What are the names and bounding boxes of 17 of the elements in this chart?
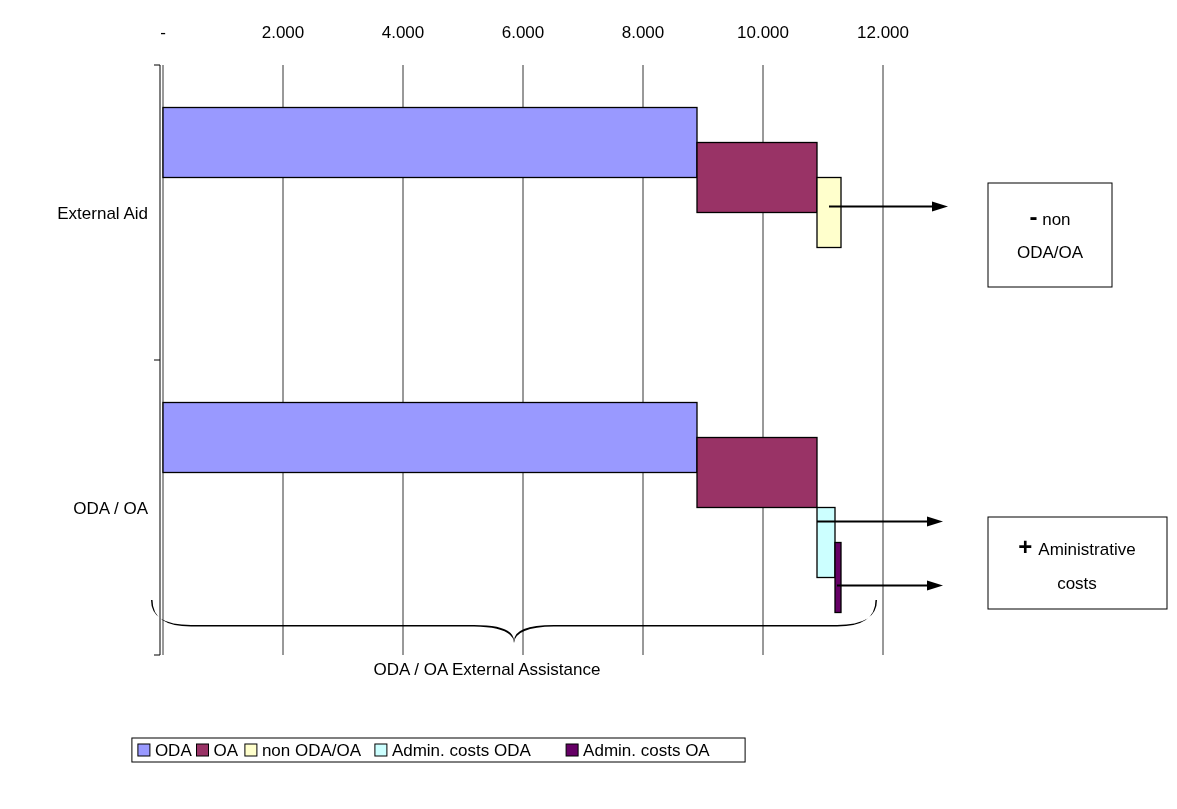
x-tick-label: 8.000 <box>621 23 665 42</box>
x-tick-label: - <box>160 23 166 42</box>
x-tick-label: 2.000 <box>261 23 305 42</box>
x-tick-label: 12.000 <box>857 23 909 42</box>
legend-label: non ODA/OA <box>261 741 362 760</box>
y-tick-label: ODA / OA <box>73 498 149 518</box>
x-tick-label: 6.000 <box>501 23 545 42</box>
text: - non ODA/OA <box>1016 203 1084 262</box>
legend-label: OA <box>213 741 239 760</box>
x-tick-label: 10.000 <box>737 23 789 42</box>
legend-label: Admin. costs OA <box>583 741 711 760</box>
text: ODA / OA External Assistance <box>373 660 601 679</box>
y-tick-label: External Aid <box>57 203 148 223</box>
legend-label: Admin. costs ODA <box>391 741 532 760</box>
x-tick-label: 4.000 <box>381 23 425 42</box>
legend-label: ODA <box>154 741 193 760</box>
text: + Aministrative costs <box>1018 533 1136 593</box>
